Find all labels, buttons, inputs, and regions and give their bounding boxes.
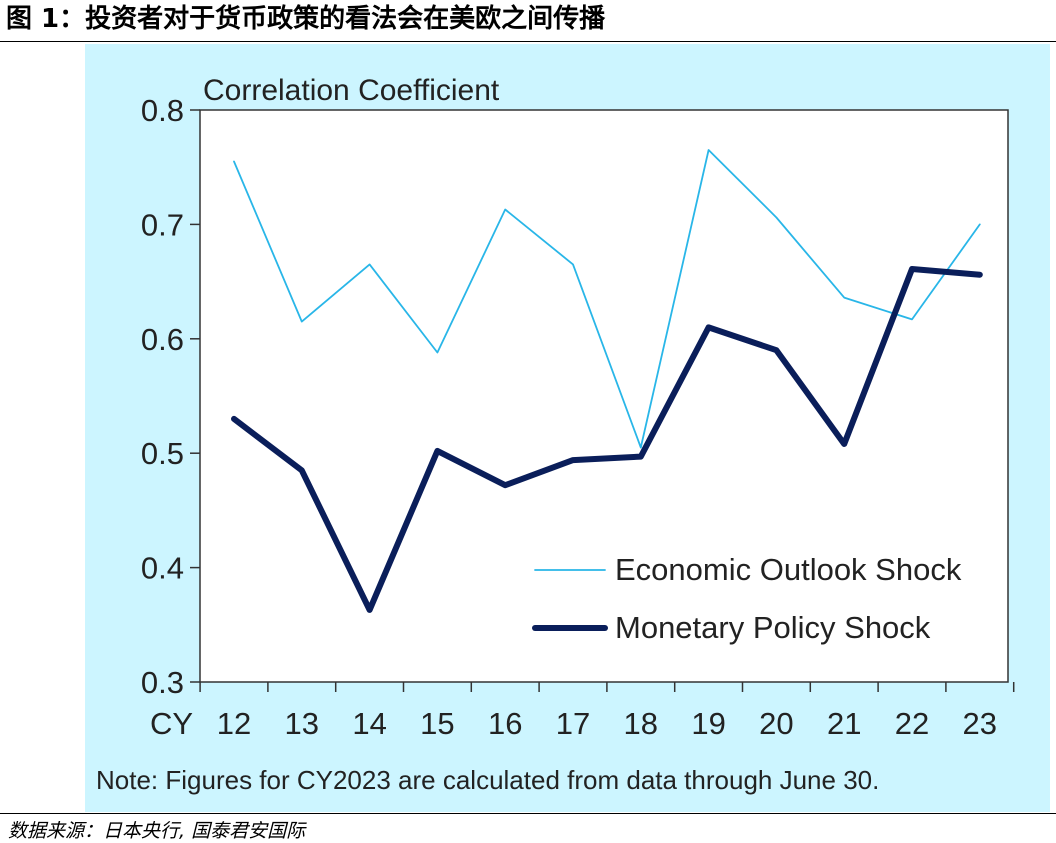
- legend-label: Monetary Policy Shock: [615, 610, 931, 645]
- y-tick-label: 0.8: [141, 93, 184, 128]
- y-tick-label: 0.4: [141, 551, 184, 586]
- x-tick-label: 14: [352, 706, 386, 741]
- y-tick-label: 0.5: [141, 436, 184, 471]
- x-tick-label: 18: [624, 706, 658, 741]
- y-tick-label: 0.3: [141, 665, 184, 700]
- x-tick-label: 12: [217, 706, 251, 741]
- monetary-policy-shock-line: [231, 266, 983, 613]
- x-axis: 12 13 14 15 16 17 18 19 20 21 22 23: [199, 682, 1015, 741]
- x-tick-label: 16: [488, 706, 522, 741]
- plot-area: [199, 109, 1009, 683]
- x-tick-label: 13: [285, 706, 319, 741]
- series-group: [231, 149, 983, 613]
- x-tick-label: 17: [556, 706, 590, 741]
- x-tick-label: 22: [895, 706, 929, 741]
- y-axis: 0.3 0.4 0.5 0.6 0.7 0.8: [141, 93, 200, 700]
- title-divider: [0, 41, 1056, 42]
- economic-outlook-shock-line: [233, 149, 981, 449]
- legend-label: Economic Outlook Shock: [615, 552, 962, 587]
- source-divider: [0, 813, 1056, 814]
- legend: Economic Outlook Shock Monetary Policy Sh…: [532, 552, 962, 645]
- chart-note: Note: Figures for CY2023 are calculated …: [96, 765, 879, 795]
- x-axis-prefix: CY: [150, 706, 193, 741]
- x-tick-label: 23: [963, 706, 997, 741]
- source-note: 数据来源：日本央行, 国泰君安国际: [8, 820, 306, 842]
- y-axis-label: Correlation Coefficient: [203, 74, 500, 107]
- x-tick-label: 15: [420, 706, 454, 741]
- x-tick-label: 19: [691, 706, 725, 741]
- x-tick-label: 20: [759, 706, 793, 741]
- y-tick-label: 0.6: [141, 322, 184, 357]
- y-tick-label: 0.7: [141, 207, 184, 242]
- figure-title: 图 1：投资者对于货币政策的看法会在美欧之间传播: [6, 4, 606, 34]
- x-tick-label: 21: [827, 706, 861, 741]
